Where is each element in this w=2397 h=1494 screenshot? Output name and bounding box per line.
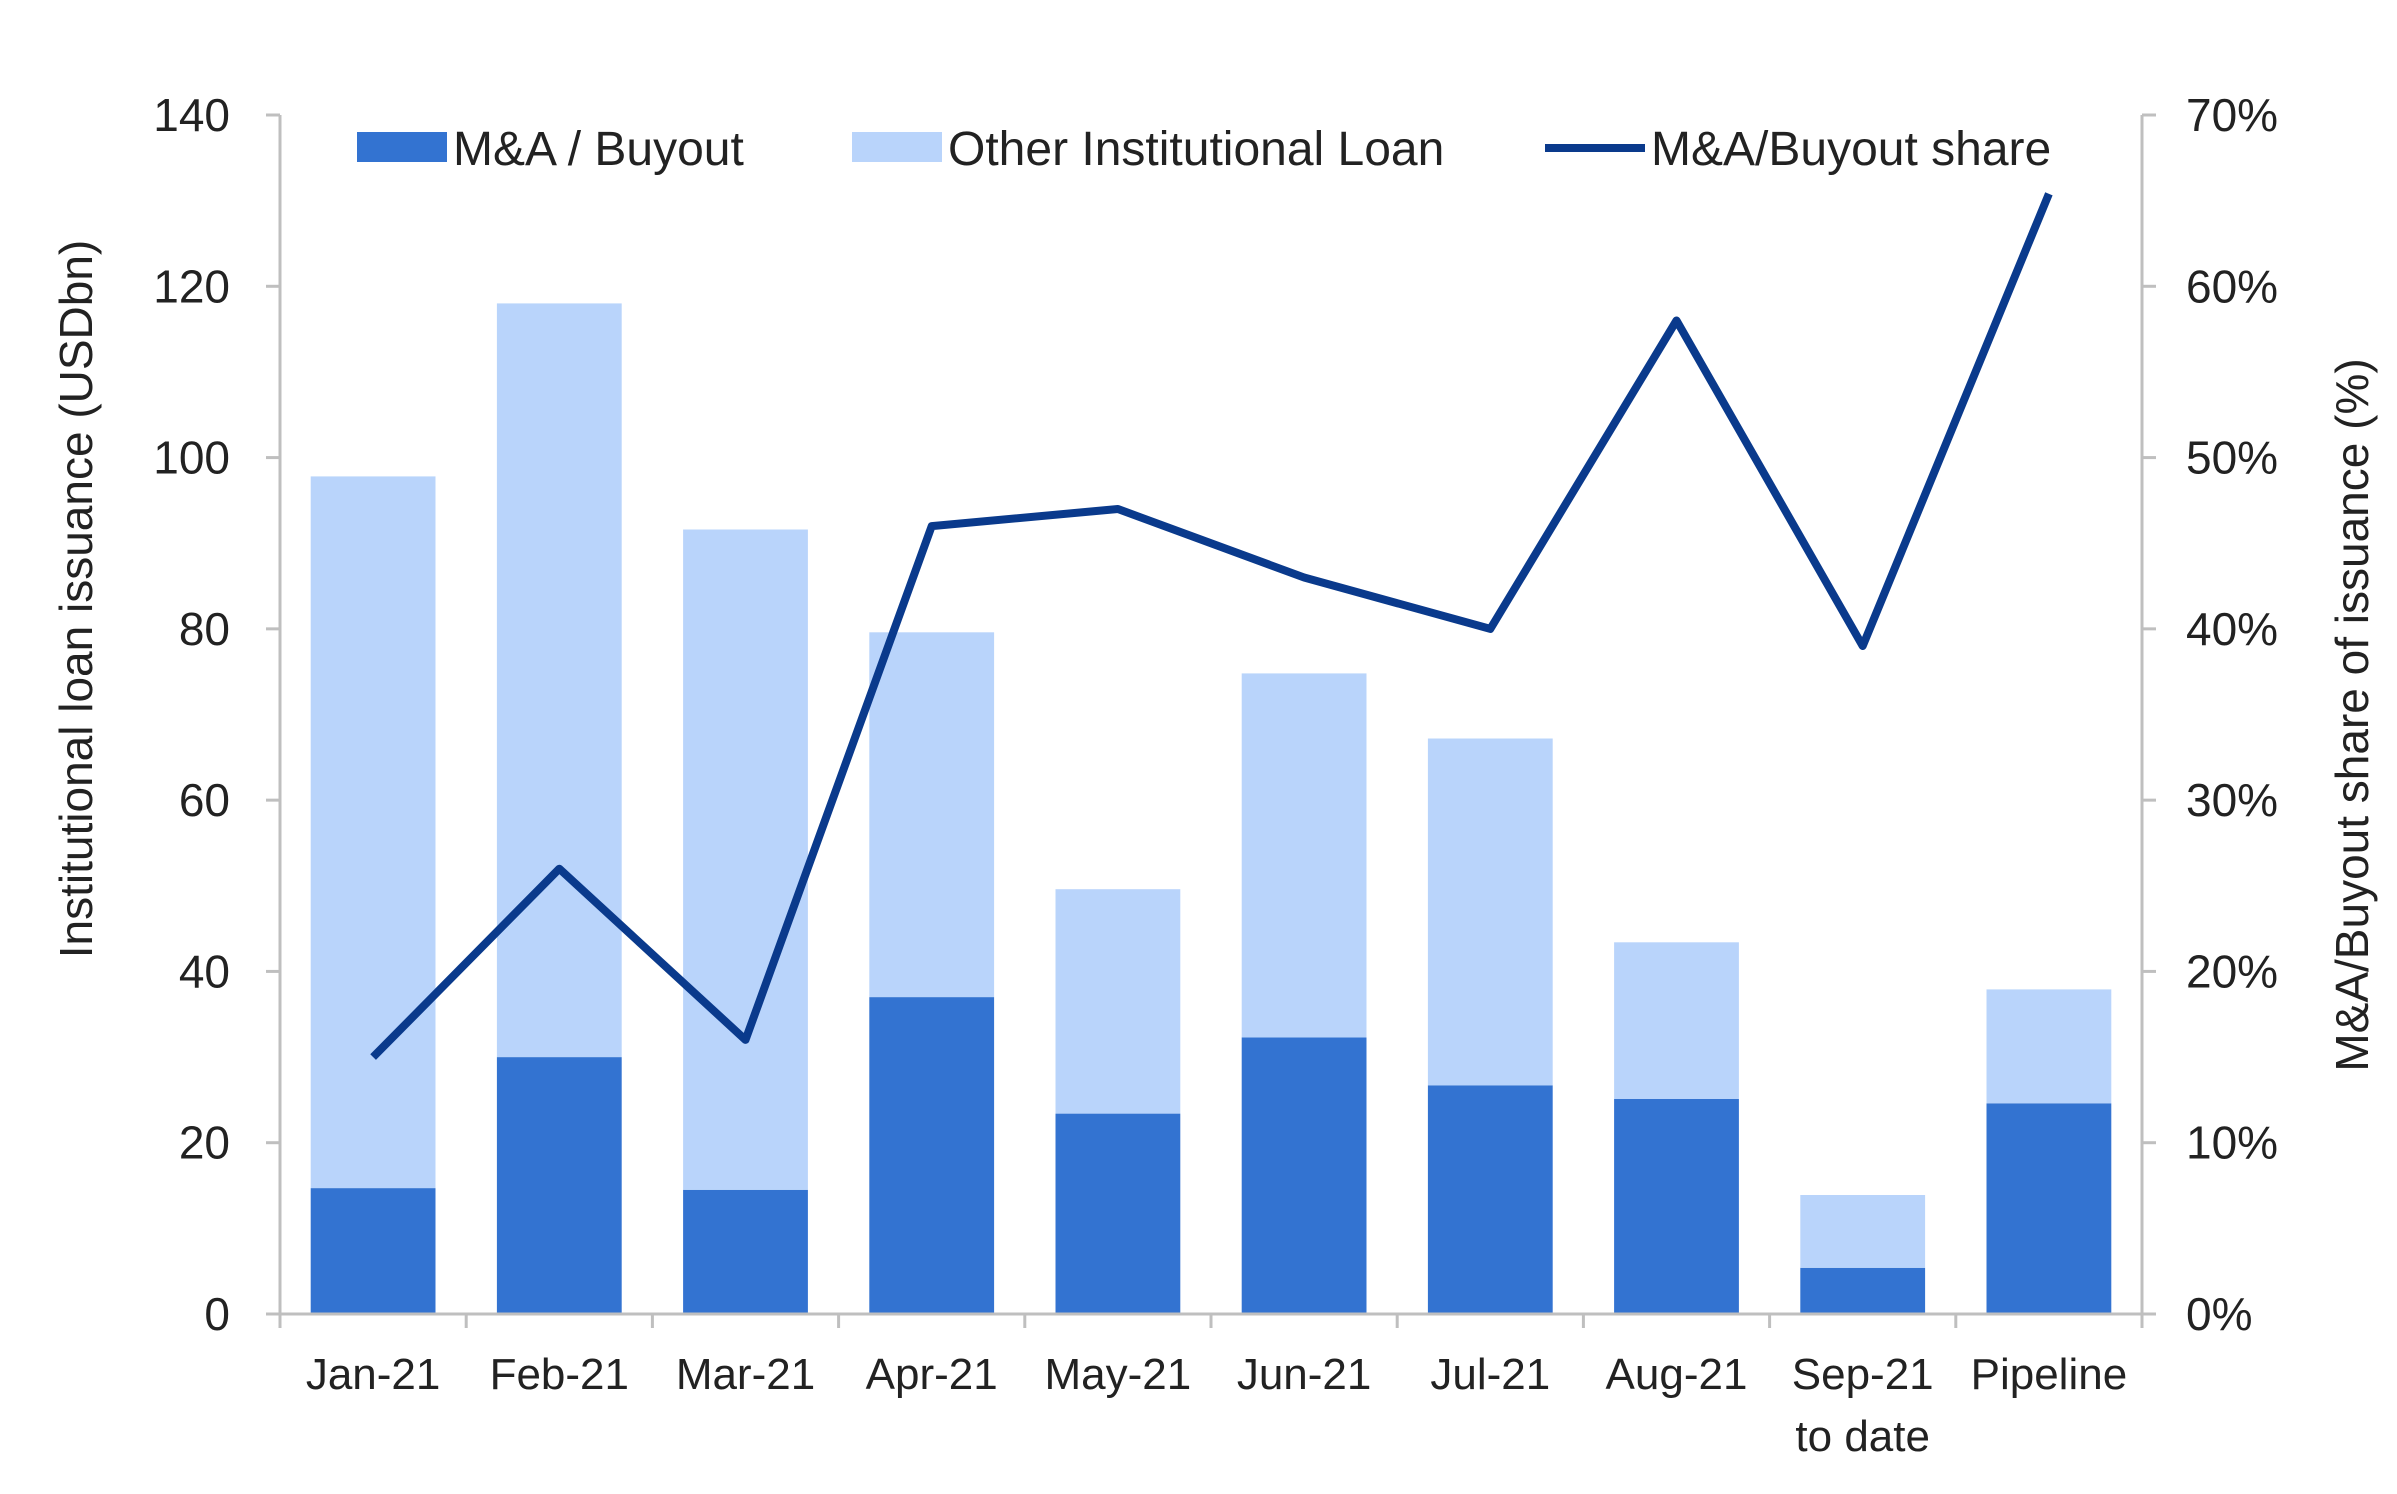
bar-other-2 [683, 529, 808, 1190]
y-tick-label: 0 [204, 1288, 230, 1340]
y2-axis-title: M&A/Buyout share of issuance (%) [2326, 358, 2378, 1071]
y-tick-label: 120 [153, 260, 230, 312]
x-tick-label: Jun-21 [1237, 1350, 1372, 1399]
y-tick-label: 60 [179, 774, 230, 826]
y-tick-label: 20 [179, 1117, 230, 1169]
y2-tick-label: 0% [2186, 1288, 2252, 1340]
bar-other-3 [869, 632, 995, 998]
y-tick-label: 40 [179, 945, 230, 997]
bar-ma-buyout-1 [496, 1057, 622, 1314]
bar-ma-buyout-5 [1241, 1037, 1367, 1314]
y2-tick-label: 60% [2186, 260, 2278, 312]
legend-swatch-0 [357, 132, 447, 162]
bar-ma-buyout-6 [1427, 1085, 1553, 1314]
x-tick-label: Jan-21 [306, 1350, 441, 1399]
x-tick-label: Sep-21 to date [1792, 1350, 1934, 1461]
bar-ma-buyout-8 [1800, 1267, 1926, 1314]
y2-tick-label: 20% [2186, 945, 2278, 997]
x-tick-label: Pipeline [1971, 1350, 2128, 1399]
legend: M&A / Buyout Other Institutional Loan M&A/… [357, 123, 2051, 176]
share-line-layer [370, 192, 2053, 1060]
bar-other-7 [1614, 942, 1739, 1099]
bars-layer [310, 303, 2112, 1314]
bar-other-8 [1800, 1195, 1926, 1268]
y-axis-title: Institutional loan issuance (USDbn) [50, 240, 102, 958]
bar-other-9 [1986, 989, 2112, 1104]
bar-ma-buyout-7 [1614, 1099, 1739, 1314]
legend-label-0: M&A / Buyout [453, 123, 744, 176]
legend-label-1: Other Institutional Loan [948, 123, 1444, 176]
y-tick-label: 80 [179, 603, 230, 655]
y-tick-label: 100 [153, 432, 230, 484]
bar-ma-buyout-9 [1986, 1103, 2112, 1314]
y2-tick-label: 70% [2186, 89, 2278, 141]
bar-other-1 [496, 303, 622, 1058]
axes-layer [266, 113, 2156, 1328]
bar-ma-buyout-2 [683, 1189, 808, 1314]
bar-ma-buyout-3 [869, 997, 995, 1314]
x-tick-label: Aug-21 [1606, 1350, 1748, 1399]
legend-label-2: M&A/Buyout share [1651, 123, 2051, 176]
x-tick-label: May-21 [1045, 1350, 1192, 1399]
y2-tick-label: 50% [2186, 432, 2278, 484]
bar-ma-buyout-4 [1055, 1113, 1181, 1314]
x-tick-label: Mar-21 [676, 1350, 815, 1399]
x-tick-label: Apr-21 [866, 1350, 998, 1399]
x-tick-label: Jul-21 [1430, 1350, 1550, 1399]
bar-ma-buyout-0 [310, 1188, 436, 1314]
legend-swatch-1 [852, 132, 942, 162]
y2-tick-label: 40% [2186, 603, 2278, 655]
labels-layer: 0 20 40 60 80 100 120 140 0% 10% 20% 30% 40% 50% 60% 70… [153, 89, 2278, 1461]
series-line-share [370, 192, 2053, 1060]
bar-other-4 [1055, 889, 1181, 1114]
x-tick-label: Feb-21 [490, 1350, 629, 1399]
bar-other-5 [1241, 673, 1367, 1038]
y2-tick-label: 10% [2186, 1117, 2278, 1169]
bar-other-6 [1427, 738, 1553, 1086]
y2-tick-label: 30% [2186, 774, 2278, 826]
bar-other-0 [310, 476, 436, 1189]
y-tick-label: 140 [153, 89, 230, 141]
